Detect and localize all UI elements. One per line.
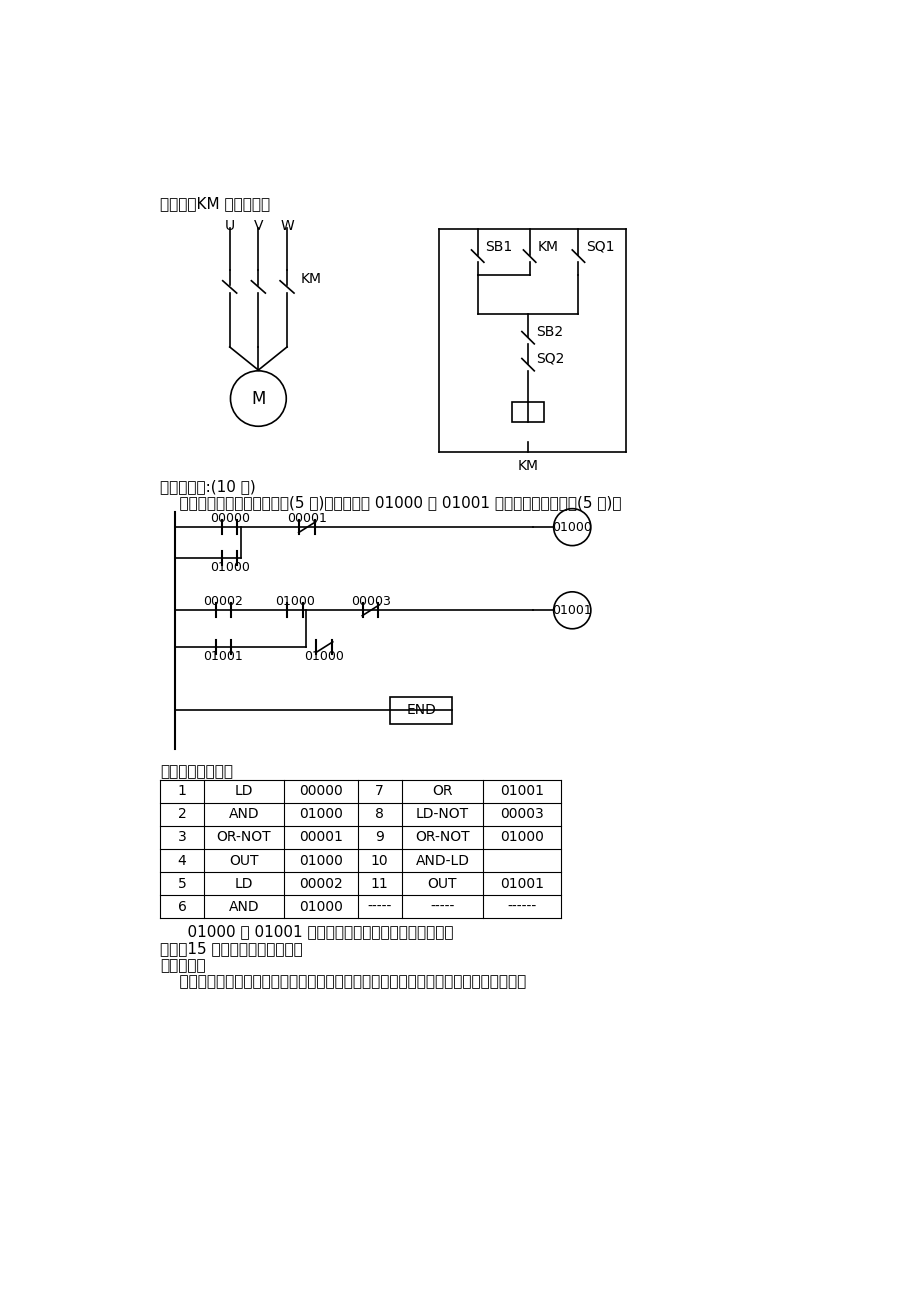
Text: 01000: 01000 [299, 854, 343, 867]
Text: 00001: 00001 [299, 831, 343, 845]
Text: LD: LD [234, 784, 253, 798]
Text: 11: 11 [370, 876, 388, 891]
Bar [390, 697, 451, 724]
Text: 01001: 01001 [499, 876, 543, 891]
Text: SQ2: SQ2 [535, 351, 563, 365]
Text: 00001: 00001 [287, 512, 327, 525]
Text: W: W [280, 220, 293, 233]
Text: 小车可在四个光电开关之间作直线运动，按下某一按鈕，小车会在与之对应的光电开关: 小车可在四个光电开关之间作直线运动，按下某一按鈕，小车会在与之对应的光电开关 [160, 974, 526, 989]
Text: 1: 1 [177, 784, 187, 798]
Text: OR-NOT: OR-NOT [414, 831, 470, 845]
Text: AND: AND [229, 807, 259, 822]
Text: OUT: OUT [427, 876, 457, 891]
Text: AND: AND [229, 900, 259, 914]
Text: M: M [251, 390, 266, 408]
Text: 01000: 01000 [299, 807, 343, 822]
Text: KM: KM [537, 240, 558, 254]
Text: 01000 和 01001 之间为顺序启动，逆序停止的关系。: 01000 和 01001 之间为顺序启动，逆序停止的关系。 [167, 924, 453, 940]
Text: V: V [254, 220, 263, 233]
Text: 设计要求：: 设计要求： [160, 958, 205, 974]
Text: 01000: 01000 [304, 650, 344, 663]
Text: LD-NOT: LD-NOT [415, 807, 469, 822]
Text: 00000: 00000 [210, 512, 249, 525]
Text: 00000: 00000 [299, 784, 342, 798]
Text: 3: 3 [177, 831, 187, 845]
Text: KM: KM [301, 272, 322, 286]
Text: KM: KM [517, 459, 538, 473]
Text: SB1: SB1 [485, 240, 512, 254]
Text: 01000: 01000 [210, 562, 249, 575]
Text: 10: 10 [370, 854, 388, 867]
Text: 解：程序指令码：: 解：程序指令码： [160, 764, 233, 779]
Text: 00002: 00002 [203, 595, 244, 608]
Text: U: U [224, 220, 234, 233]
Text: 5: 5 [177, 876, 187, 891]
Text: SQ1: SQ1 [585, 240, 614, 254]
Text: 2: 2 [177, 807, 187, 822]
Text: 五、（15 分）小车定位程序设计: 五、（15 分）小车定位程序设计 [160, 941, 302, 957]
Text: 位开关；KM 为接触器。: 位开关；KM 为接触器。 [160, 196, 270, 211]
Text: AND-LD: AND-LD [415, 854, 469, 867]
Text: LD: LD [234, 876, 253, 891]
Text: 6: 6 [177, 900, 187, 914]
Text: 01000: 01000 [275, 595, 314, 608]
Text: OUT: OUT [229, 854, 258, 867]
Text: SB2: SB2 [535, 325, 562, 338]
Text: OR-NOT: OR-NOT [217, 831, 271, 845]
Text: -----: ----- [430, 900, 454, 914]
Text: 8: 8 [375, 807, 384, 822]
Text: -----: ----- [367, 900, 391, 914]
Text: 00003: 00003 [350, 595, 391, 608]
Text: 01000: 01000 [299, 900, 343, 914]
Bar [511, 403, 544, 422]
Text: 01001: 01001 [203, 650, 244, 663]
Text: 01001: 01001 [499, 784, 543, 798]
Text: 将下面梯形图转换成指令码(5 分)并详细说明 01000 和 01001 之间的控制逻辑关系(5 分)。: 将下面梯形图转换成指令码(5 分)并详细说明 01000 和 01001 之间的… [160, 495, 620, 510]
Text: 01000: 01000 [499, 831, 543, 845]
Text: 00002: 00002 [299, 876, 342, 891]
Text: 00003: 00003 [499, 807, 543, 822]
Text: 01001: 01001 [551, 603, 592, 616]
Text: OR: OR [432, 784, 452, 798]
Text: 四、编程题:(10 分): 四、编程题:(10 分) [160, 480, 255, 494]
Text: ------: ------ [506, 900, 536, 914]
Text: 7: 7 [375, 784, 383, 798]
Text: 4: 4 [177, 854, 187, 867]
Text: END: END [406, 703, 436, 718]
Text: 9: 9 [375, 831, 384, 845]
Text: 01000: 01000 [551, 520, 592, 533]
